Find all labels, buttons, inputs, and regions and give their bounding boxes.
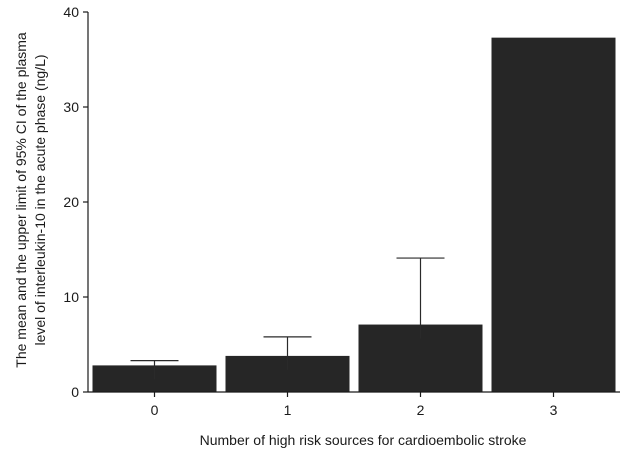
x-tick-label-1: 1 xyxy=(284,402,292,418)
y-tick-label-40: 40 xyxy=(63,4,79,20)
x-tick-label-2: 2 xyxy=(417,402,425,418)
y-tick-label-10: 10 xyxy=(63,289,79,305)
y-axis-title: The mean and the upper limit of 95% CI o… xyxy=(13,32,48,368)
y-tick-label-0: 0 xyxy=(71,384,79,400)
y-tick-label-20: 20 xyxy=(63,194,79,210)
x-axis-title: Number of high risk sources for cardioem… xyxy=(200,432,527,448)
x-tick-label-3: 3 xyxy=(550,402,558,418)
x-tick-label-0: 0 xyxy=(151,402,159,418)
y-axis-title-line-2: level of interleukin-10 in the acute pha… xyxy=(32,54,48,345)
y-axis-title-line-1: The mean and the upper limit of 95% CI o… xyxy=(13,32,29,368)
bar-3 xyxy=(491,37,616,393)
y-tick-label-30: 30 xyxy=(63,99,79,115)
